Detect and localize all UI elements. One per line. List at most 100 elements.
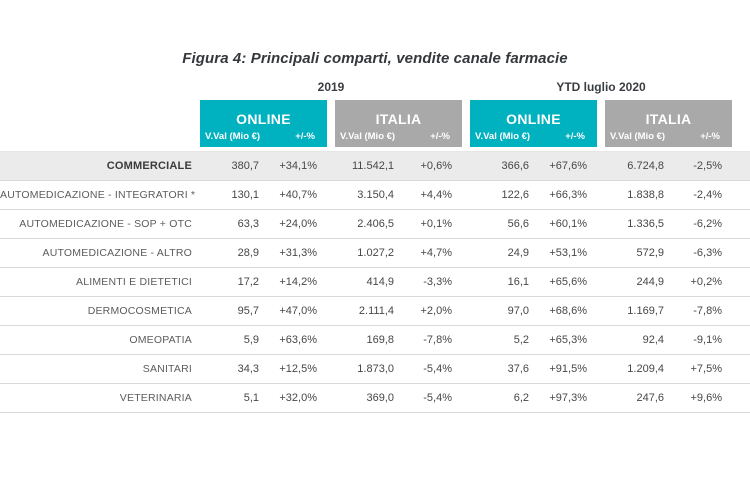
column-group-header: ONLINE V.Val (Mio €) +/-% (200, 100, 327, 147)
cell-value: 1.209,4 (627, 363, 664, 375)
row-group-cells: 1.336,5 -6,2% (605, 218, 732, 230)
cell-percent: +4,7% (420, 247, 453, 259)
cell-percent: -7,8% (423, 334, 452, 346)
cell-value: 6,2 (513, 392, 529, 404)
row-group-cells: 16,1 +65,6% (470, 276, 597, 288)
row-group-cells: 572,9 -6,3% (605, 247, 732, 259)
cell-value: 34,3 (237, 363, 259, 375)
cell-percent: +66,3% (549, 189, 587, 201)
subheader-row: V.Val (Mio €) +/-% (470, 131, 597, 147)
year-label-2019: 2019 (317, 80, 345, 94)
cell-percent: +32,0% (279, 392, 317, 404)
cell-value: 369,0 (366, 392, 394, 404)
cell-value: 3.150,4 (357, 189, 394, 201)
cell-value: 572,9 (636, 247, 664, 259)
table-row: DERMOCOSMETICA 95,7 +47,0% 2.111,4 +2,0% 97,0… (0, 297, 750, 326)
cell-value: 1.873,0 (357, 363, 394, 375)
row-group-cells: 24,9 +53,1% (470, 247, 597, 259)
subheader-vval-label: V.Val (Mio €) (475, 131, 531, 142)
cell-percent: -6,3% (693, 247, 722, 259)
cell-value: 2.111,4 (358, 305, 394, 317)
subheader-vval-label: V.Val (Mio €) (340, 131, 396, 142)
cell-value: 5,1 (243, 392, 259, 404)
row-group-cells: 63,3 +24,0% (200, 218, 327, 230)
row-group-cells: 130,1 +40,7% (200, 189, 327, 201)
row-group-cells: 5,2 +65,3% (470, 334, 597, 346)
row-group-cells: 56,6 +60,1% (470, 218, 597, 230)
cell-percent: +9,6% (690, 392, 723, 404)
table-row: AUTOMEDICAZIONE - ALTRO 28,9 +31,3% 1.027,2… (0, 239, 750, 268)
cell-percent: +2,0% (420, 305, 453, 317)
cell-percent: -7,8% (693, 305, 722, 317)
row-group-cells: 1.209,4 +7,5% (605, 363, 732, 375)
row-group-cells: 366,6 +67,6% (470, 160, 597, 172)
subheader-vval-label: V.Val (Mio €) (610, 131, 666, 142)
subheader-pct-label: +/-% (295, 131, 315, 142)
table-row: AUTOMEDICAZIONE - INTEGRATORI * 130,1 +40,… (0, 181, 750, 210)
table-row: SANITARI 34,3 +12,5% 1.873,0 -5,4% 37,6 +91,5%… (0, 355, 750, 384)
table-row: ALIMENTI E DIETETICI 17,2 +14,2% 414,9 -3,3%… (0, 268, 750, 297)
cell-percent: -6,2% (693, 218, 722, 230)
cell-percent: +68,6% (549, 305, 587, 317)
table-row: AUTOMEDICAZIONE - SOP + OTC 63,3 +24,0% 2.4… (0, 210, 750, 239)
row-group-cells: 97,0 +68,6% (470, 305, 597, 317)
row-group-cells: 2.111,4 +2,0% (335, 305, 462, 317)
cell-value: 1.027,2 (357, 247, 394, 259)
cell-percent: +65,6% (549, 276, 587, 288)
row-label: AUTOMEDICAZIONE - SOP + OTC (19, 218, 192, 230)
cell-percent: +53,1% (549, 247, 587, 259)
year-labels-row: 2019 YTD luglio 2020 (0, 80, 750, 94)
table-row: OMEOPATIA 5,9 +63,6% 169,8 -7,8% 5,2 +65,3% 92,… (0, 326, 750, 355)
column-headers-row: ONLINE V.Val (Mio €) +/-% ITALIA V.Val (… (0, 100, 750, 147)
cell-percent: +34,1% (279, 160, 317, 172)
channel-title-online-2020: ONLINE (506, 111, 561, 127)
cell-value: 17,2 (237, 276, 259, 288)
cell-percent: +7,5% (690, 363, 723, 375)
row-group-cells: 28,9 +31,3% (200, 247, 327, 259)
channel-title-italia-2019: ITALIA (375, 111, 422, 127)
cell-value: 366,6 (501, 160, 529, 172)
cell-value: 95,7 (237, 305, 259, 317)
cell-percent: +67,6% (549, 160, 587, 172)
column-group-header: ITALIA V.Val (Mio €) +/-% (605, 100, 732, 147)
row-label: DERMOCOSMETICA (87, 305, 192, 317)
cell-value: 37,6 (507, 363, 529, 375)
cell-value: 97,0 (507, 305, 529, 317)
cell-percent: +97,3% (549, 392, 587, 404)
cell-value: 169,8 (366, 334, 394, 346)
cell-value: 1.169,7 (627, 305, 664, 317)
cell-percent: +40,7% (279, 189, 317, 201)
row-group-cells: 247,6 +9,6% (605, 392, 732, 404)
subheader-row: V.Val (Mio €) +/-% (200, 131, 327, 147)
cell-percent: +0,2% (690, 276, 723, 288)
figure-title: Figura 4: Principali comparti, vendite c… (182, 50, 568, 67)
row-label: AUTOMEDICAZIONE - ALTRO (42, 247, 192, 259)
cell-percent: +91,5% (549, 363, 587, 375)
cell-value: 16,1 (507, 276, 529, 288)
cell-value: 380,7 (231, 160, 259, 172)
cell-percent: +0,1% (420, 218, 453, 230)
cell-percent: +60,1% (549, 218, 587, 230)
cell-value: 11.542,1 (351, 160, 394, 172)
row-group-cells: 244,9 +0,2% (605, 276, 732, 288)
table-row: VETERINARIA 5,1 +32,0% 369,0 -5,4% 6,2 +97,3% 2… (0, 384, 750, 413)
cell-value: 5,9 (243, 334, 259, 346)
channel-title-italia-2020: ITALIA (645, 111, 692, 127)
cell-value: 28,9 (237, 247, 259, 259)
row-label: OMEOPATIA (129, 334, 192, 346)
cell-value: 247,6 (636, 392, 664, 404)
cell-value: 130,1 (231, 189, 259, 201)
subheader-vval-label: V.Val (Mio €) (205, 131, 261, 142)
channel-title-online-2019: ONLINE (236, 111, 291, 127)
cell-value: 244,9 (636, 276, 664, 288)
row-group-cells: 5,9 +63,6% (200, 334, 327, 346)
row-group-cells: 6,2 +97,3% (470, 392, 597, 404)
cell-percent: +14,2% (279, 276, 317, 288)
row-group-cells: 3.150,4 +4,4% (335, 189, 462, 201)
row-group-cells: 122,6 +66,3% (470, 189, 597, 201)
row-group-cells: 1.873,0 -5,4% (335, 363, 462, 375)
cell-value: 1.838,8 (627, 189, 664, 201)
cell-percent: +31,3% (279, 247, 317, 259)
table-row: COMMERCIALE 380,7 +34,1% 11.542,1 +0,6% 366,6… (0, 152, 750, 181)
row-group-cells: 95,7 +47,0% (200, 305, 327, 317)
